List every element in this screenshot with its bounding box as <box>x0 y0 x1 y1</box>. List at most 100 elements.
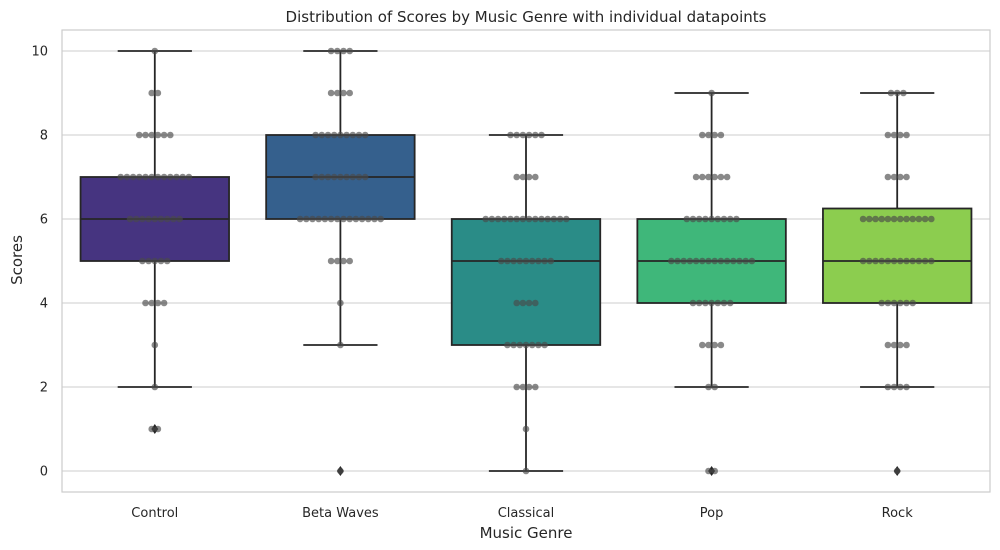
data-point <box>321 215 329 223</box>
data-point <box>513 215 520 223</box>
data-point <box>736 257 743 265</box>
data-point <box>507 215 514 223</box>
x-axis-label: Music Genre <box>480 524 573 542</box>
data-point <box>504 257 511 265</box>
data-point <box>151 215 159 223</box>
data-point <box>167 131 174 139</box>
data-point <box>148 131 155 139</box>
data-point <box>167 173 174 181</box>
data-point <box>897 341 904 349</box>
data-point <box>717 131 725 139</box>
data-point <box>714 215 722 223</box>
data-point <box>132 215 140 223</box>
data-point <box>355 173 363 181</box>
data-point <box>915 257 923 265</box>
data-point <box>154 299 162 307</box>
data-point <box>507 131 514 139</box>
data-point <box>723 257 731 265</box>
data-point <box>890 257 898 265</box>
data-point <box>903 215 910 223</box>
data-point <box>334 89 341 97</box>
data-point <box>903 341 910 349</box>
data-point <box>516 257 524 265</box>
data-point <box>538 131 545 139</box>
data-point <box>522 257 530 265</box>
data-point <box>519 383 527 391</box>
data-point <box>532 299 539 307</box>
data-point <box>872 215 879 223</box>
data-point <box>884 131 892 139</box>
data-point <box>142 173 149 181</box>
data-point <box>689 299 697 307</box>
data-point <box>488 215 496 223</box>
data-point <box>903 257 910 265</box>
data-point <box>494 215 502 223</box>
data-point <box>884 383 892 391</box>
data-point <box>878 257 885 265</box>
data-point <box>334 47 341 55</box>
data-point <box>148 299 155 307</box>
x-tick-label: Classical <box>498 506 555 521</box>
data-point <box>355 131 363 139</box>
data-point <box>324 173 332 181</box>
data-point <box>680 257 687 265</box>
data-point <box>151 257 159 265</box>
data-point <box>525 131 533 139</box>
data-point <box>866 257 873 265</box>
data-point <box>312 131 319 139</box>
data-point <box>702 299 709 307</box>
y-axis-label: Scores <box>8 235 26 285</box>
data-point <box>859 215 867 223</box>
x-tick-label: Pop <box>700 506 724 521</box>
data-point <box>513 299 520 307</box>
data-point <box>903 299 910 307</box>
data-point <box>327 257 335 265</box>
data-point <box>878 215 885 223</box>
data-point <box>717 257 725 265</box>
y-tick-label: 0 <box>40 465 48 480</box>
data-point <box>711 383 718 391</box>
data-point <box>318 131 326 139</box>
data-point <box>525 215 533 223</box>
data-point <box>160 173 168 181</box>
data-point <box>340 47 347 55</box>
data-point <box>525 173 533 181</box>
data-point <box>928 215 935 223</box>
data-point <box>884 341 892 349</box>
x-tick-label: Beta Waves <box>302 506 379 521</box>
data-point <box>859 257 867 265</box>
data-point <box>897 299 904 307</box>
data-point <box>145 257 152 265</box>
data-point <box>674 257 681 265</box>
data-point <box>123 173 131 181</box>
data-point <box>705 173 712 181</box>
data-point <box>315 215 323 223</box>
data-point <box>532 131 539 139</box>
data-point <box>157 257 165 265</box>
data-point <box>377 215 385 223</box>
data-point <box>519 131 527 139</box>
data-point <box>151 341 159 349</box>
data-point <box>890 173 898 181</box>
data-point <box>346 47 354 55</box>
data-point <box>909 299 916 307</box>
data-point <box>695 215 703 223</box>
data-point <box>528 341 536 349</box>
data-point <box>689 215 697 223</box>
plot-frame <box>61 29 991 493</box>
data-point <box>340 215 347 223</box>
data-point <box>365 215 372 223</box>
data-point <box>720 299 728 307</box>
data-point <box>897 215 904 223</box>
data-point <box>711 257 718 265</box>
data-point <box>717 173 725 181</box>
data-point <box>692 173 700 181</box>
data-point <box>346 257 354 265</box>
data-point <box>692 257 700 265</box>
data-point <box>361 131 369 139</box>
data-point <box>705 467 712 475</box>
data-point <box>887 89 895 97</box>
data-point <box>903 131 910 139</box>
data-point <box>519 299 527 307</box>
